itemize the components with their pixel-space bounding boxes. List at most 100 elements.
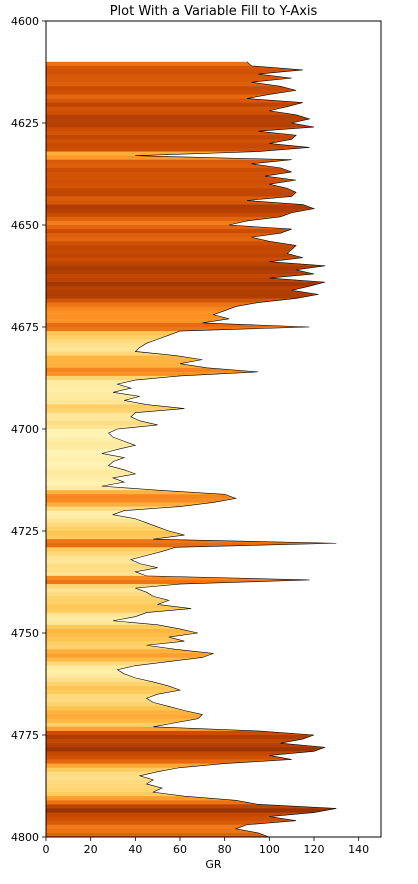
fill-band bbox=[46, 106, 288, 112]
fill-band bbox=[46, 314, 230, 320]
fill-band bbox=[46, 384, 131, 389]
fill-band bbox=[46, 282, 326, 287]
fill-band bbox=[46, 681, 169, 687]
fill-band bbox=[46, 514, 136, 520]
fill-band bbox=[46, 367, 259, 373]
fill-band bbox=[46, 477, 125, 483]
fill-band bbox=[46, 702, 169, 707]
fill-band bbox=[46, 237, 270, 242]
fill-band bbox=[46, 188, 297, 193]
fill-mask bbox=[101, 61, 381, 838]
fill-band bbox=[46, 241, 297, 246]
fill-band bbox=[46, 310, 225, 316]
fill-band bbox=[46, 563, 158, 569]
fill-band bbox=[46, 371, 259, 377]
fill-band bbox=[46, 404, 185, 410]
fill-band bbox=[46, 649, 214, 654]
x-tick-label: 60 bbox=[173, 843, 187, 856]
fill-band bbox=[46, 543, 337, 548]
fill-band bbox=[46, 249, 292, 255]
fill-band bbox=[46, 396, 140, 401]
fill-band bbox=[46, 102, 303, 108]
fill-band bbox=[46, 808, 337, 814]
fill-band bbox=[46, 351, 176, 357]
fill-band bbox=[46, 327, 310, 332]
fill-band bbox=[46, 269, 314, 275]
fill-band bbox=[46, 433, 113, 438]
fill-band bbox=[46, 788, 163, 793]
fill-band bbox=[46, 502, 214, 508]
y-tick-label: 4800 bbox=[11, 831, 39, 844]
fill-band bbox=[46, 498, 236, 503]
fill-band bbox=[46, 265, 326, 271]
fill-band bbox=[46, 65, 303, 71]
fill-band bbox=[46, 245, 297, 250]
fill-band bbox=[46, 710, 203, 716]
fill-band bbox=[46, 118, 310, 124]
fill-band bbox=[46, 143, 310, 148]
fill-band bbox=[46, 180, 297, 185]
y-tick-label: 4725 bbox=[11, 525, 39, 538]
fill-band bbox=[46, 445, 136, 450]
fill-band bbox=[46, 812, 314, 818]
fill-band bbox=[46, 641, 185, 646]
fill-band bbox=[46, 771, 158, 777]
fill-band bbox=[46, 494, 236, 499]
fill-band bbox=[46, 518, 147, 524]
fill-band bbox=[46, 539, 337, 544]
fill-band bbox=[46, 216, 281, 222]
fill-band bbox=[46, 363, 207, 369]
fill-band bbox=[46, 730, 314, 736]
fill-band bbox=[46, 74, 292, 79]
fill-band bbox=[46, 192, 297, 197]
fill-band bbox=[46, 718, 198, 724]
fill-band bbox=[46, 567, 158, 573]
fill-band bbox=[46, 698, 154, 703]
fill-band bbox=[46, 506, 180, 512]
fill-band bbox=[46, 747, 326, 752]
fill-band bbox=[46, 775, 154, 781]
x-tick-label: 80 bbox=[218, 843, 232, 856]
fill-band bbox=[46, 159, 292, 165]
fill-band bbox=[46, 424, 158, 430]
fill-band bbox=[46, 184, 288, 189]
fill-band bbox=[46, 322, 310, 328]
fill-band bbox=[46, 661, 169, 667]
x-tick-label: 20 bbox=[84, 843, 98, 856]
fill-band bbox=[46, 588, 147, 593]
fill-band bbox=[46, 612, 147, 618]
fill-band bbox=[46, 208, 314, 214]
y-tick-label: 4600 bbox=[11, 15, 39, 28]
fill-band bbox=[46, 620, 158, 626]
fill-band bbox=[46, 547, 176, 552]
fill-band bbox=[46, 653, 214, 658]
fill-band bbox=[46, 559, 140, 565]
fill-band bbox=[46, 449, 118, 454]
fill-band bbox=[46, 486, 158, 491]
x-tick-label: 120 bbox=[304, 843, 325, 856]
fill-band bbox=[46, 347, 140, 352]
fill-band bbox=[46, 233, 281, 238]
fill-band bbox=[46, 163, 281, 169]
fill-band bbox=[46, 298, 297, 304]
chart-title: Plot With a Variable Fill to Y-Axis bbox=[110, 4, 318, 19]
fill-band bbox=[46, 437, 125, 442]
plot-area bbox=[45, 20, 382, 838]
fill-band bbox=[46, 722, 176, 728]
fill-band bbox=[46, 302, 259, 308]
fill-band bbox=[46, 633, 198, 638]
fill-band bbox=[46, 796, 236, 801]
fill-band bbox=[46, 473, 136, 479]
fill-band bbox=[46, 645, 176, 650]
fill-band bbox=[46, 783, 163, 789]
fill-band bbox=[46, 229, 292, 234]
fill-band bbox=[46, 392, 140, 397]
fill-band bbox=[46, 739, 303, 744]
fill-band bbox=[46, 820, 297, 826]
fill-band bbox=[46, 286, 310, 291]
fill-band bbox=[46, 127, 314, 132]
fill-band bbox=[46, 763, 225, 769]
fill-band bbox=[46, 355, 203, 361]
fill-band bbox=[46, 135, 297, 140]
fill-band bbox=[46, 167, 292, 173]
